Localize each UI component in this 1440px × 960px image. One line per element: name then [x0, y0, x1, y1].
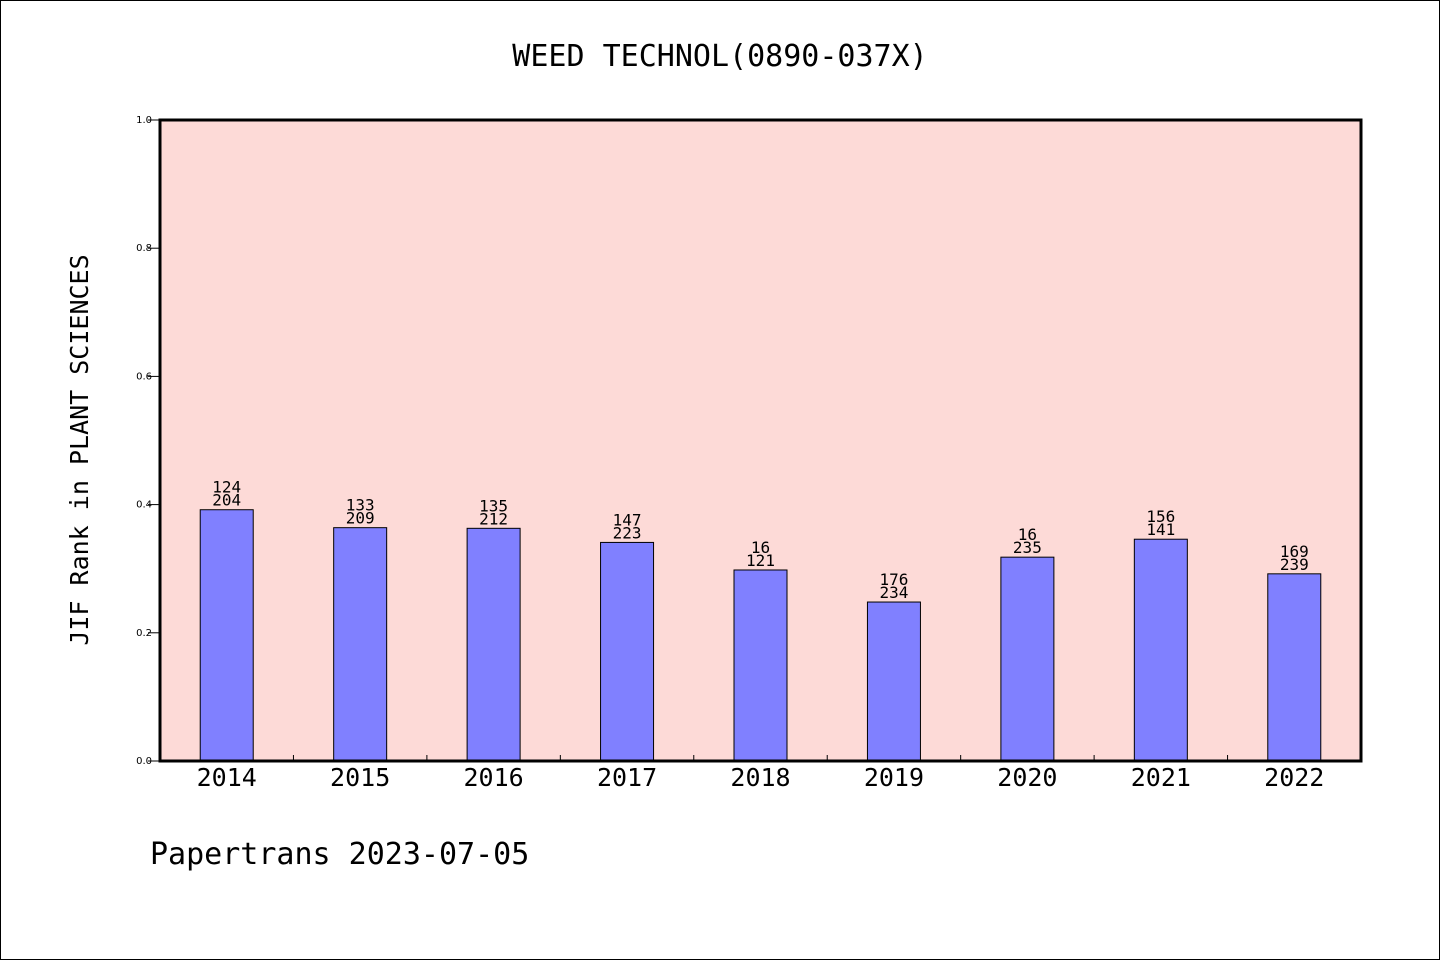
bar-2022 — [1267, 573, 1322, 762]
x-tick-label: 2016 — [464, 763, 524, 792]
bar-label-total: 223 — [613, 523, 642, 542]
bar-label-total: 212 — [479, 509, 508, 528]
bar-label-rank: 147 — [613, 510, 642, 529]
y-tick-label: 0.8 — [136, 243, 152, 254]
footer-credit: Papertrans 2023-07-05 — [150, 837, 529, 872]
bar-label-rank: 156 — [1146, 507, 1175, 526]
bar-label-rank: 176 — [879, 570, 908, 589]
bar-label-rank: 135 — [479, 496, 508, 515]
x-tick-label: 2015 — [330, 763, 390, 792]
bar-label-total: 209 — [346, 509, 375, 528]
bar-label-total: 234 — [879, 583, 908, 602]
chart-title: WEED TECHNOL(0890-037X) — [512, 39, 927, 74]
bar-label-rank: 169 — [1280, 542, 1309, 561]
x-tick-label: 2017 — [597, 763, 657, 792]
bar-2014 — [199, 509, 254, 762]
bar-label-total: 239 — [1280, 555, 1309, 574]
bar-2018 — [733, 569, 788, 762]
bar-label-total: 141 — [1146, 520, 1175, 539]
y-tick-label: 0.0 — [136, 756, 152, 767]
bar-2021 — [1133, 538, 1188, 762]
bar-label-rank: 124 — [212, 478, 241, 497]
x-tick-label: 2021 — [1131, 763, 1191, 792]
x-tick-label: 2019 — [864, 763, 924, 792]
bar-2017 — [600, 541, 655, 762]
bar-label-rank: 16 — [1018, 525, 1037, 544]
y-tick-label: 0.6 — [136, 371, 152, 382]
x-tick-label: 2018 — [730, 763, 790, 792]
bar-2016 — [466, 527, 521, 762]
bar-2015 — [333, 527, 388, 762]
bar-2019 — [866, 601, 921, 762]
bar-label-total: 121 — [746, 551, 775, 570]
y-tick-label: 0.2 — [136, 628, 152, 639]
x-tick-label: 2020 — [997, 763, 1057, 792]
y-axis-label: JIF Rank in PLANT SCIENCES — [65, 254, 94, 645]
y-tick-label: 0.4 — [136, 500, 152, 511]
bar-label-total: 204 — [212, 491, 241, 510]
x-tick-label: 2022 — [1264, 763, 1324, 792]
bar-label-rank: 16 — [751, 538, 770, 557]
x-tick-label: 2014 — [197, 763, 257, 792]
bar-label-rank: 133 — [346, 496, 375, 515]
bar-2020 — [1000, 556, 1055, 762]
plot-border — [158, 118, 1363, 763]
bar-label-total: 235 — [1013, 538, 1042, 557]
y-tick-label: 1.0 — [136, 115, 152, 126]
